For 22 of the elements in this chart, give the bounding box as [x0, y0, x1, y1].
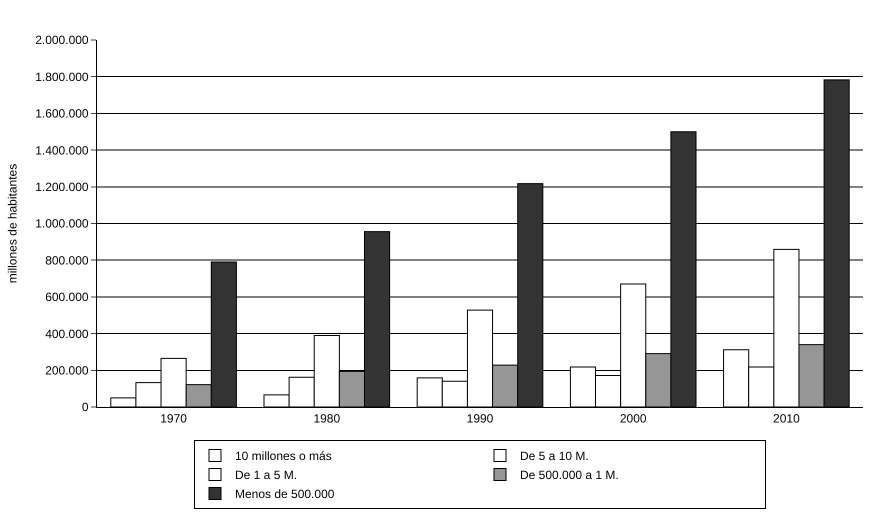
legend-label: Menos de 500.000 [235, 487, 335, 502]
y-tick-label: 1.800.000 [35, 70, 89, 84]
x-tick-label: 1980 [313, 411, 340, 426]
legend-label: 10 millones o más [235, 449, 332, 464]
legend-label: De 5 a 10 M. [520, 449, 589, 464]
x-tick-label: 1990 [466, 411, 494, 426]
y-axis-title: millones de habitantes [6, 164, 20, 284]
x-tick-label: 1970 [160, 411, 188, 426]
legend-label: De 1 a 5 M. [235, 468, 298, 482]
y-tick-label: 800.000 [45, 253, 89, 268]
y-tick-label: 400.000 [45, 326, 89, 341]
legend-label: De 500.000 a 1 M. [520, 468, 619, 482]
y-tick-label: 1.600.000 [35, 106, 89, 121]
y-tick-label: 2.000.000 [35, 33, 89, 48]
y-tick-label: 1.000.000 [35, 216, 89, 231]
y-tick-label: 0 [82, 400, 89, 414]
y-tick-label: 600.000 [45, 290, 89, 304]
y-tick-label: 1.400.000 [35, 143, 89, 158]
y-tick-label: 1.200.000 [35, 180, 89, 194]
y-tick-label: 200.000 [45, 364, 89, 378]
x-tick-label: 2000 [620, 411, 647, 426]
x-tick-label: 2010 [773, 411, 800, 426]
